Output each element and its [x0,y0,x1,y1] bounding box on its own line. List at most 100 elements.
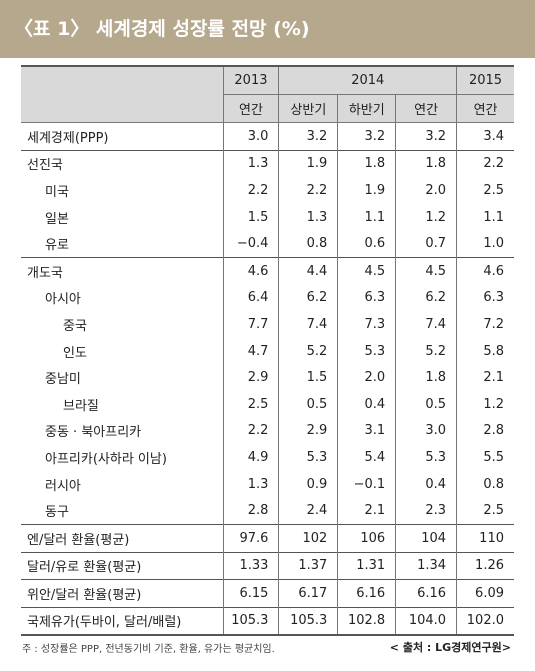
value-cell: 4.5 [395,256,457,285]
table-row: 선진국 1.3 1.9 1.8 1.8 2.2 [21,149,514,178]
value-cell: 2.2 [222,417,279,445]
value-cell: 6.4 [222,284,279,312]
value-cell: 0.5 [395,390,457,418]
value-cell: 97.6 [222,523,279,552]
value-cell: 5.3 [278,444,338,471]
value-cell: 1.2 [456,390,514,418]
header-cell: 연간 [395,94,457,123]
label-cell: 엔/달러 환율(평균) [21,523,223,552]
label-cell: 동구 [45,505,69,521]
value-cell: 1.34 [395,551,457,580]
value-cell: 6.2 [395,284,457,312]
value-cell: 3.2 [395,122,457,151]
value-cell: 1.8 [337,149,396,178]
label-cell: 중남미 [45,372,81,388]
footnote: 주 : 성장률은 PPP, 전년동기비 기준, 환율, 유가는 평균치임. [22,644,275,655]
value-cell: 2.5 [456,497,514,525]
value-cell: 102.0 [456,606,514,636]
value-cell: 2.2 [222,177,279,204]
value-cell: −0.4 [222,230,279,258]
value-cell: 6.17 [278,579,338,608]
value-cell: 3.4 [456,122,514,151]
value-cell: 4.6 [222,256,279,285]
label-cell: 아시아 [45,292,81,308]
table-row: 중남미 2.9 1.5 2.0 1.8 2.1 [21,364,514,391]
value-cell: 106 [337,523,396,552]
value-cell: 4.5 [337,256,396,285]
value-cell: 1.1 [456,203,514,231]
value-cell: 6.2 [278,284,338,312]
value-cell: 2.1 [456,364,514,391]
value-cell: 7.4 [395,311,457,338]
header-cell: 2013 [222,66,279,95]
value-cell: 1.8 [395,364,457,391]
value-cell: 1.3 [278,203,338,231]
label-cell: 중동 · 북아프리카 [45,425,142,441]
value-cell: 7.2 [456,311,514,338]
value-cell: 2.5 [456,177,514,204]
header-cell: 2014 [278,66,457,95]
value-cell: 1.0 [456,230,514,258]
value-cell: 105.3 [222,606,279,636]
value-cell: 2.9 [278,417,338,445]
table-row: 러시아 1.3 0.9 −0.1 0.4 0.8 [21,470,514,498]
value-cell: 1.5 [222,203,279,231]
label-cell: 인도 [63,345,87,361]
value-cell: 3.0 [222,122,279,151]
value-cell: 2.5 [222,390,279,418]
value-cell: 0.4 [395,470,457,498]
value-cell: 1.37 [278,551,338,580]
value-cell: 2.9 [222,364,279,391]
value-cell: 6.09 [456,579,514,608]
table-row: 유로 −0.4 0.8 0.6 0.7 1.0 [21,230,514,258]
value-cell: 102.8 [337,606,396,636]
table-row: 위안/달러 환율(평균) 6.15 6.17 6.16 6.16 6.09 [21,579,514,608]
table-row: 일본 1.5 1.3 1.1 1.2 1.1 [21,203,514,231]
table-row: 개도국 4.6 4.4 4.5 4.5 4.6 [21,256,514,285]
title-bar: 〈표 1〉 세계경제 성장률 전망 (%) [0,0,535,58]
table-row: 아시아 6.4 6.2 6.3 6.2 6.3 [21,284,514,312]
value-cell: 1.2 [395,203,457,231]
table-row: 브라질 2.5 0.5 0.4 0.5 1.2 [21,390,514,418]
value-cell: 1.8 [395,149,457,178]
header-row: 연간 상반기 하반기 연간 연간 [21,94,514,123]
table-row: 아프리카(사하라 이남) 4.9 5.3 5.4 5.3 5.5 [21,444,514,471]
value-cell: 2.2 [456,149,514,178]
label-cell: 세계경제(PPP) [27,130,109,146]
value-cell: 5.3 [337,337,396,365]
value-cell: 0.6 [337,230,396,258]
value-cell: 5.2 [395,337,457,365]
value-cell: 1.5 [278,364,338,391]
value-cell: 105.3 [278,606,338,636]
value-cell: 3.2 [278,122,338,151]
value-cell: 4.6 [456,256,514,285]
value-cell: 5.2 [278,337,338,365]
value-cell: 6.3 [337,284,396,312]
value-cell: 0.5 [278,390,338,418]
table-row: 중동 · 북아프리카 2.2 2.9 3.1 3.0 2.8 [21,417,514,445]
value-cell: 5.4 [337,444,396,471]
value-cell: 7.7 [222,311,279,338]
value-cell: 110 [456,523,514,552]
value-cell: 2.2 [278,177,338,204]
value-cell: 0.8 [278,230,338,258]
value-cell: −0.1 [337,470,396,498]
table-row: 인도 4.7 5.2 5.3 5.2 5.8 [21,337,514,365]
table-row: 세계경제(PPP) 3.0 3.2 3.2 3.2 3.4 [21,122,514,151]
table-row: 미국 2.2 2.2 1.9 2.0 2.5 [21,177,514,204]
value-cell: 2.8 [456,417,514,445]
label-cell: 유로 [45,238,69,254]
label-cell: 달러/유로 환율(평균) [21,551,223,580]
value-cell: 2.0 [395,177,457,204]
header-cell: 2015 [456,66,514,95]
value-cell: 6.15 [222,579,279,608]
table-row: 엔/달러 환율(평균) 97.6 102 106 104 110 [21,523,514,552]
header-cell: 상반기 [278,94,338,123]
value-cell: 1.9 [278,149,338,178]
label-cell: 중국 [63,318,87,334]
header-row: 2013 2014 2015 [21,66,514,123]
value-cell: 1.31 [337,551,396,580]
value-cell: 6.16 [395,579,457,608]
header-cell: 연간 [456,94,514,123]
header-cell [21,66,223,123]
